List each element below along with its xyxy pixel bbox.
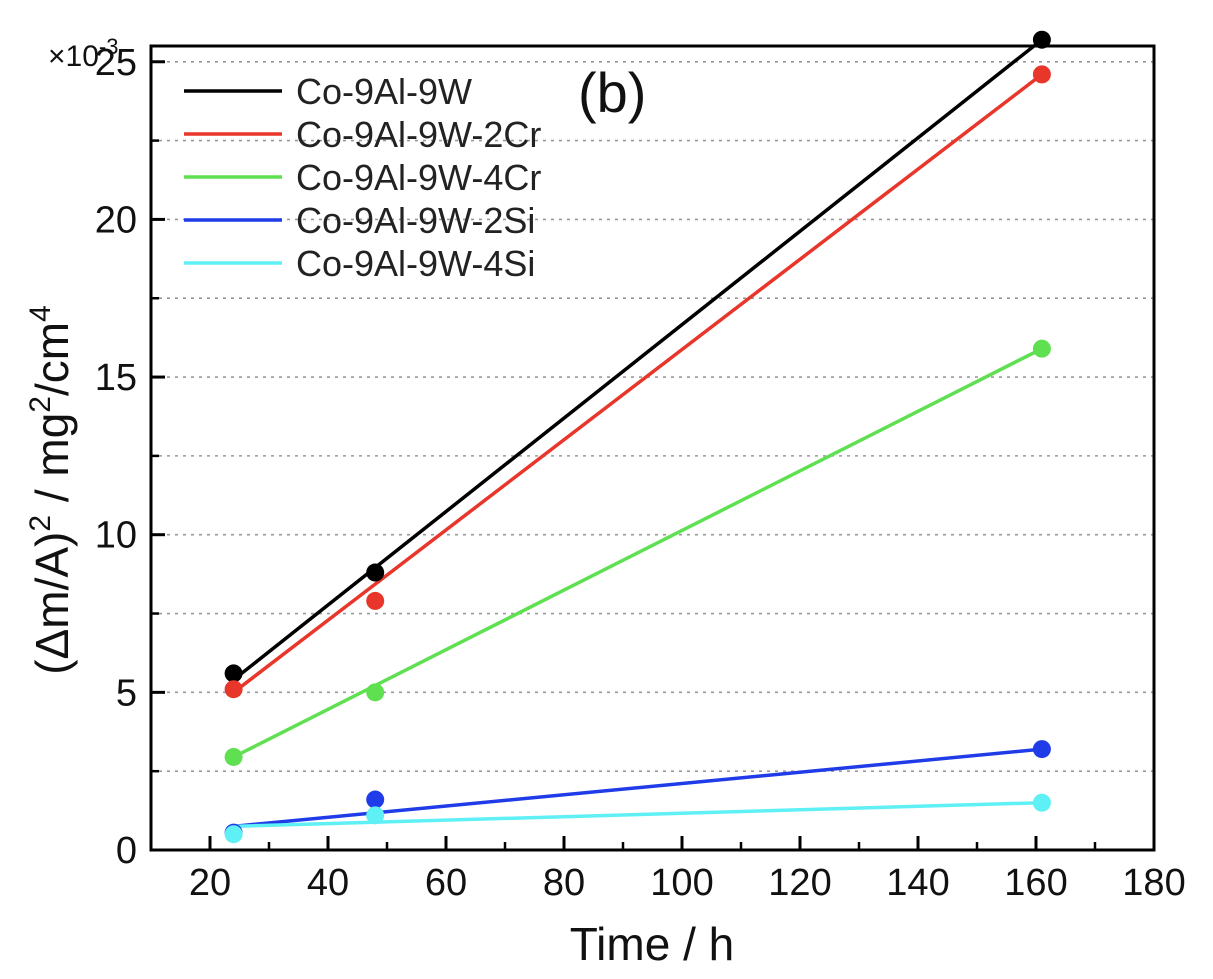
x-tick-label: 40 [307,862,349,904]
x-tick-label: 180 [1122,862,1185,904]
legend-label: Co-9Al-9W-4Cr [296,157,541,198]
data-point-co-9al-9w-2si [366,790,385,809]
legend-label: Co-9Al-9W-2Si [296,200,535,241]
legend: Co-9Al-9WCo-9Al-9W-2CrCo-9Al-9W-4CrCo-9A… [184,71,541,284]
data-point-co-9al-9w-2si [1032,740,1051,759]
data-point-co-9al-9w [1032,30,1051,49]
data-point-co-9al-9w-4si [1032,793,1051,812]
fit-line-co-9al-9w-4si [233,800,1042,829]
y-tick-label: 25 [95,42,137,84]
y-tick-label: 20 [95,199,137,241]
x-tick-label: 160 [1004,862,1067,904]
legend-label: Co-9Al-9W-2Cr [296,114,541,155]
data-point-co-9al-9w-4cr [1032,339,1051,358]
data-point-co-9al-9w [366,563,385,582]
data-point-co-9al-9w-4si [224,825,243,844]
legend-label: Co-9Al-9W [296,71,472,112]
x-tick-label: 80 [543,862,585,904]
y-axis-title: (Δm/A)2 / mg2/cm4 [24,305,78,675]
data-points [224,30,1051,844]
data-point-co-9al-9w-4cr [224,747,243,766]
x-tick-label: 60 [425,862,467,904]
axis-ticks: 20 40 60 80 100 120 140 160 180 0 5 10 15 20 25 [95,42,1186,904]
x-tick-label: 20 [189,862,231,904]
data-point-co-9al-9w-2cr [366,591,385,610]
plot-frame [149,44,1156,852]
legend-label: Co-9Al-9W-4Si [296,243,535,284]
y-multiplier: ×10-3 [48,34,118,73]
y-tick-label: 0 [116,830,137,872]
y-tick-label: 5 [116,672,137,714]
fit-line-co-9al-9w-2cr [232,72,1043,694]
x-axis-title: Time / h [570,918,734,970]
x-tick-label: 120 [768,862,831,904]
y-tick-label: 15 [95,357,137,399]
data-point-co-9al-9w [224,664,243,683]
y-tick-label: 10 [95,515,137,557]
x-tick-label: 100 [650,862,713,904]
data-point-co-9al-9w-4si [366,806,385,825]
panel-label: (b) [578,61,646,124]
data-point-co-9al-9w-2cr [1032,65,1051,84]
data-point-co-9al-9w-2cr [224,680,243,699]
x-tick-label: 140 [886,862,949,904]
data-point-co-9al-9w-4cr [366,683,385,702]
